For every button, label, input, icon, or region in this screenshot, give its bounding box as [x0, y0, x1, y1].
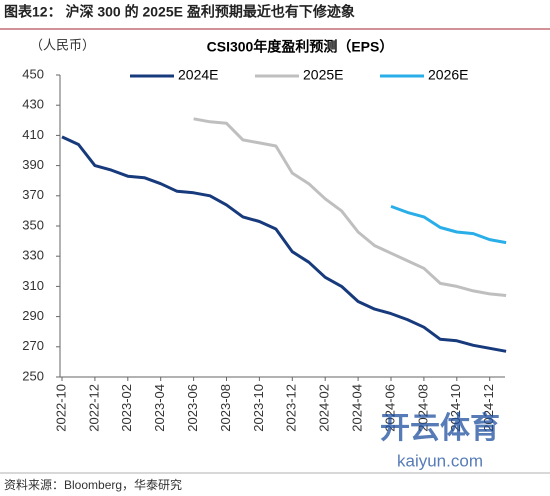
x-tick-label: 2023-04	[152, 384, 167, 432]
x-tick-label: 2024-08	[415, 384, 430, 432]
y-tick-label: 270	[22, 338, 44, 353]
x-tick-label: 2024-04	[350, 384, 365, 432]
x-tick-label: 2023-10	[251, 384, 266, 432]
x-tick-label: 2024-12	[481, 384, 496, 432]
y-tick-label: 430	[22, 97, 44, 112]
y-tick-label: 390	[22, 157, 44, 172]
x-tick-label: 2023-12	[284, 384, 299, 432]
watermark-brand: 开云体育	[380, 411, 500, 445]
x-tick-label: 2024-06	[382, 384, 397, 432]
series-line	[61, 135, 507, 353]
y-tick-label: 370	[22, 187, 44, 202]
x-tick-label: 2022-10	[53, 384, 68, 432]
legend-label: 2025E	[303, 67, 343, 83]
series-line	[390, 204, 507, 245]
y-tick-label: 450	[22, 66, 44, 81]
page-title: 图表12： 沪深 300 的 2025E 盈利预期最近也有下修迹象	[4, 4, 355, 20]
y-axis-label: （人民币）	[30, 37, 95, 52]
y-tick-label: 330	[22, 248, 44, 263]
x-tick-label: 2023-08	[218, 384, 233, 432]
y-tick-label: 350	[22, 217, 44, 232]
y-tick-label: 310	[22, 278, 44, 293]
watermark-site: kaiyun.com	[397, 451, 483, 470]
chart-title: CSI300年度盈利预测（EPS）	[207, 39, 394, 55]
legend-label: 2024E	[178, 67, 218, 83]
plot: 250 270 290 310 330 350 370 390 410 430 450 2022-10…	[22, 66, 507, 432]
y-tick-label: 250	[22, 368, 44, 383]
x-tick-label: 2024-10	[448, 384, 463, 432]
legend-label: 2026E	[428, 67, 468, 83]
series-line	[193, 117, 507, 297]
y-tick-label: 290	[22, 308, 44, 323]
x-tick-label: 2022-12	[86, 384, 101, 432]
footer-source: 资料来源：Bloomberg，华泰研究	[4, 477, 182, 492]
x-tick-label: 2023-02	[119, 384, 134, 432]
x-tick-label: 2023-06	[185, 384, 200, 432]
y-tick-label: 410	[22, 127, 44, 142]
x-tick-label: 2024-02	[317, 384, 332, 432]
